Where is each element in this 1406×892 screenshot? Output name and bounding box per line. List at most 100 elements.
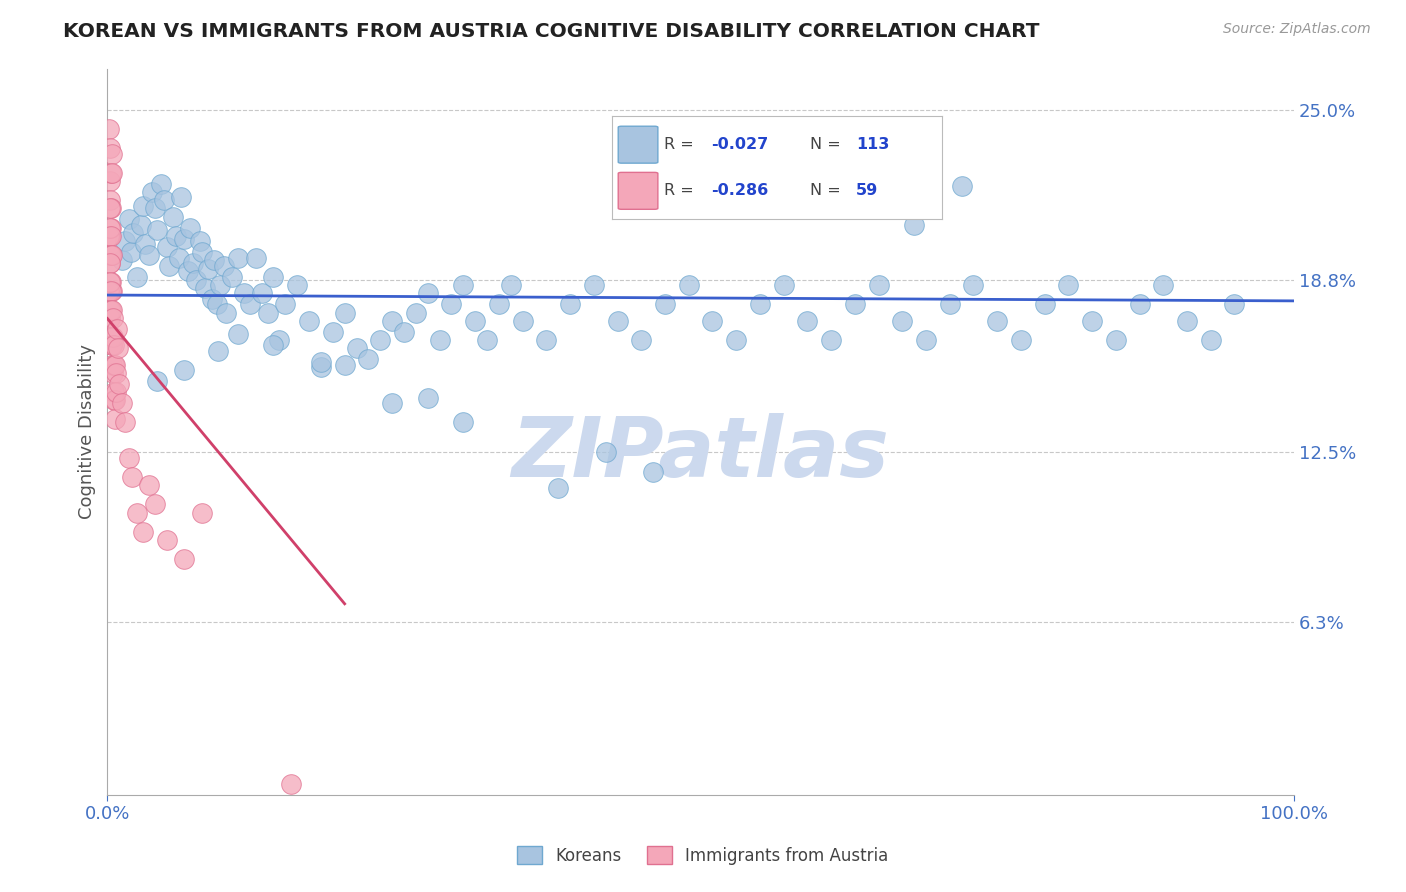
Point [962, 278, 984, 293]
Point [177, 264, 200, 278]
Point [202, 253, 225, 268]
Point [143, 498, 166, 512]
Point [181, 256, 204, 270]
Point [118, 212, 141, 227]
Point [1010, 333, 1032, 347]
Point [1199, 333, 1222, 347]
Text: 113: 113 [856, 137, 890, 153]
Point [100, 302, 122, 317]
Point [98, 256, 121, 270]
Point [748, 297, 770, 311]
Point [212, 259, 235, 273]
Point [416, 286, 439, 301]
Point [536, 333, 558, 347]
Point [101, 248, 124, 262]
Point [104, 358, 127, 372]
Point [98, 276, 121, 290]
Point [129, 218, 152, 232]
Point [98, 248, 121, 262]
Point [221, 269, 243, 284]
Point [392, 325, 415, 339]
Point [100, 248, 122, 262]
Point [915, 333, 938, 347]
Point [868, 278, 890, 293]
Point [1223, 297, 1246, 311]
Point [950, 179, 973, 194]
Point [725, 333, 748, 347]
Point [725, 171, 748, 186]
Point [938, 297, 960, 311]
Text: R =: R = [665, 184, 699, 198]
Point [280, 777, 302, 791]
Point [512, 314, 534, 328]
Point [194, 281, 217, 295]
Point [173, 552, 195, 566]
Point [309, 355, 332, 369]
Point [103, 393, 125, 408]
Point [125, 506, 148, 520]
Point [191, 245, 214, 260]
Point [104, 385, 127, 400]
Point [98, 220, 121, 235]
Point [132, 198, 155, 212]
Point [453, 278, 475, 293]
Point [381, 314, 404, 328]
Point [205, 297, 228, 311]
Point [98, 284, 121, 298]
Point [104, 412, 127, 426]
Point [134, 237, 156, 252]
Point [678, 278, 700, 293]
Point [250, 286, 273, 301]
Point [98, 202, 121, 216]
Point [98, 302, 121, 317]
Point [100, 276, 122, 290]
Point [263, 338, 285, 352]
Point [475, 333, 498, 347]
Point [167, 251, 190, 265]
Point [453, 415, 475, 429]
Point [104, 393, 127, 408]
Point [226, 327, 249, 342]
Point [891, 314, 914, 328]
Point [499, 278, 522, 293]
Point [153, 193, 176, 207]
Point [226, 251, 249, 265]
Point [215, 305, 238, 319]
Point [100, 338, 122, 352]
Point [582, 278, 605, 293]
Point [170, 190, 193, 204]
Point [149, 177, 172, 191]
Point [285, 278, 308, 293]
Point [209, 278, 232, 293]
Point [105, 322, 128, 336]
Y-axis label: Cognitive Disability: Cognitive Disability [79, 344, 96, 519]
Text: R =: R = [665, 137, 699, 153]
Point [309, 360, 332, 375]
Point [197, 261, 219, 276]
Point [132, 524, 155, 539]
Text: -0.286: -0.286 [710, 184, 768, 198]
Point [256, 305, 278, 319]
Point [141, 185, 163, 199]
Point [201, 292, 224, 306]
Point [820, 333, 842, 347]
Point [173, 363, 195, 377]
Point [98, 141, 121, 155]
Point [114, 415, 136, 429]
Point [263, 269, 285, 284]
Point [110, 396, 132, 410]
Text: 59: 59 [856, 184, 879, 198]
Point [100, 228, 122, 243]
Point [110, 253, 132, 268]
Point [702, 314, 724, 328]
Point [98, 256, 121, 270]
Point [844, 297, 866, 311]
Point [1152, 278, 1174, 293]
Point [101, 338, 124, 352]
Point [643, 465, 665, 479]
Point [986, 314, 1008, 328]
Point [595, 445, 617, 459]
Point [100, 284, 122, 298]
Point [381, 396, 404, 410]
Point [179, 220, 201, 235]
